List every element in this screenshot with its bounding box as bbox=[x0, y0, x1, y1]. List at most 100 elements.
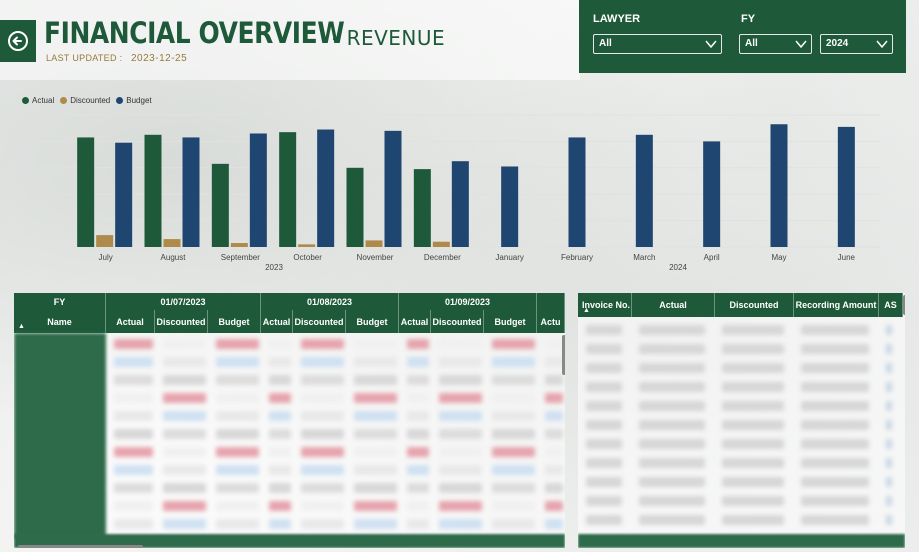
table-cell bbox=[492, 519, 535, 529]
subheader-actual[interactable]: Actual bbox=[399, 310, 431, 333]
bar-budget-september[interactable] bbox=[249, 133, 267, 247]
table-cell bbox=[639, 363, 705, 373]
table-cell bbox=[269, 357, 291, 367]
table-cell bbox=[269, 483, 291, 493]
horizontal-scrollbar[interactable] bbox=[18, 545, 143, 548]
table-cell bbox=[439, 357, 482, 367]
subheader-discounted[interactable]: Discounted bbox=[293, 310, 346, 333]
table-cell bbox=[886, 477, 892, 487]
bar-budget-june[interactable] bbox=[837, 126, 855, 247]
period-header[interactable]: 01/08/2023 bbox=[261, 293, 399, 310]
table-cell bbox=[163, 411, 206, 421]
fy-header[interactable]: FY bbox=[14, 293, 106, 310]
subheader-actual[interactable]: Actual bbox=[261, 310, 293, 333]
year-dropdown-value: 2024 bbox=[826, 38, 849, 49]
table-cell bbox=[216, 429, 259, 439]
table-cell bbox=[354, 411, 397, 421]
bar-actual-december[interactable] bbox=[413, 169, 431, 247]
table-cell bbox=[639, 458, 705, 468]
bar-budget-november[interactable] bbox=[384, 130, 402, 247]
table-cell bbox=[407, 483, 429, 493]
bar-actual-august[interactable] bbox=[144, 134, 162, 247]
table-cell bbox=[163, 429, 206, 439]
subheader-actual[interactable]: Actual bbox=[106, 310, 155, 333]
subheader-discounted[interactable]: Discounted bbox=[155, 310, 208, 333]
sort-up-icon: ▲ bbox=[18, 323, 25, 330]
table-cell bbox=[354, 357, 397, 367]
period-header[interactable]: 01/09/2023 bbox=[399, 293, 537, 310]
subheader-discounted[interactable]: Discounted bbox=[431, 310, 484, 333]
table-cell bbox=[301, 429, 344, 439]
as-header[interactable]: AS bbox=[879, 293, 903, 317]
lawyer-dropdown[interactable]: All bbox=[593, 34, 722, 54]
table-cell bbox=[269, 465, 291, 475]
bar-budget-october[interactable] bbox=[317, 129, 335, 247]
table-cell bbox=[163, 447, 206, 457]
legend-item-budget[interactable]: Budget bbox=[116, 96, 152, 105]
table-cell bbox=[216, 483, 259, 493]
bar-budget-july[interactable] bbox=[115, 142, 133, 247]
table-cell bbox=[639, 401, 705, 411]
bar-actual-september[interactable] bbox=[211, 163, 229, 247]
fy-dropdown-value: All bbox=[745, 38, 758, 49]
bar-discounted-november[interactable] bbox=[365, 240, 383, 247]
table-cell bbox=[114, 465, 153, 475]
bar-budget-december[interactable] bbox=[451, 161, 469, 247]
period-header[interactable]: 01/07/2023 bbox=[106, 293, 261, 310]
table-cell bbox=[439, 339, 482, 349]
subheader-budget[interactable]: Budget bbox=[208, 310, 261, 333]
bar-budget-august[interactable] bbox=[182, 137, 200, 247]
table-cell bbox=[801, 382, 869, 392]
table-cell bbox=[639, 496, 705, 506]
table-cell bbox=[114, 411, 153, 421]
table-cell bbox=[216, 375, 259, 385]
table-cell bbox=[163, 393, 206, 403]
year-dropdown[interactable]: 2024 bbox=[820, 34, 893, 54]
bar-discounted-october[interactable] bbox=[298, 244, 316, 247]
table-cell bbox=[586, 439, 622, 449]
table-cell bbox=[886, 382, 892, 392]
bar-budget-january[interactable] bbox=[501, 166, 519, 247]
table-cell bbox=[269, 429, 291, 439]
chart-legend: Actual Discounted Budget bbox=[22, 96, 152, 105]
table-cell bbox=[722, 382, 784, 392]
actual-header[interactable]: Actual bbox=[632, 293, 715, 317]
fy-dropdown[interactable]: All bbox=[739, 34, 812, 54]
table-cell bbox=[216, 447, 259, 457]
bar-actual-july[interactable] bbox=[77, 137, 95, 247]
invoice-no-header[interactable]: Invoice No. ▲ bbox=[578, 293, 632, 317]
table-cell bbox=[722, 458, 784, 468]
subheader-budget[interactable]: Budget bbox=[346, 310, 399, 333]
bar-budget-march[interactable] bbox=[635, 134, 653, 247]
recording-amount-header[interactable]: Recording Amount bbox=[794, 293, 879, 317]
name-header[interactable]: ▲ Name bbox=[14, 310, 106, 333]
legend-item-actual[interactable]: Actual bbox=[22, 96, 54, 105]
table-cell bbox=[301, 519, 344, 529]
table-cell bbox=[801, 401, 869, 411]
bar-discounted-august[interactable] bbox=[163, 239, 181, 247]
bar-budget-february[interactable] bbox=[568, 137, 586, 247]
name-header-label: Name bbox=[47, 316, 72, 327]
bar-discounted-december[interactable] bbox=[432, 241, 450, 247]
subheader-actu[interactable]: Actu bbox=[537, 310, 565, 333]
x-tick-label: May bbox=[771, 253, 786, 262]
vertical-scrollbar[interactable] bbox=[903, 295, 905, 315]
table-cell bbox=[886, 420, 892, 430]
table-cell bbox=[886, 401, 892, 411]
year-group-label: 2024 bbox=[669, 263, 687, 272]
table-cell bbox=[269, 393, 291, 403]
bar-budget-april[interactable] bbox=[703, 141, 721, 247]
bar-actual-november[interactable] bbox=[346, 167, 364, 247]
table-cell bbox=[886, 515, 892, 525]
vertical-scrollbar[interactable] bbox=[562, 335, 565, 375]
bar-budget-may[interactable] bbox=[770, 124, 788, 247]
table-cell bbox=[439, 483, 482, 493]
subheader-budget[interactable]: Budget bbox=[484, 310, 537, 333]
table-cell bbox=[545, 357, 563, 367]
back-button[interactable] bbox=[0, 20, 36, 62]
bar-discounted-july[interactable] bbox=[96, 235, 114, 247]
bar-actual-october[interactable] bbox=[279, 132, 297, 247]
bar-discounted-september[interactable] bbox=[230, 243, 248, 247]
discounted-header[interactable]: Discounted bbox=[715, 293, 794, 317]
legend-item-discounted[interactable]: Discounted bbox=[60, 96, 110, 105]
